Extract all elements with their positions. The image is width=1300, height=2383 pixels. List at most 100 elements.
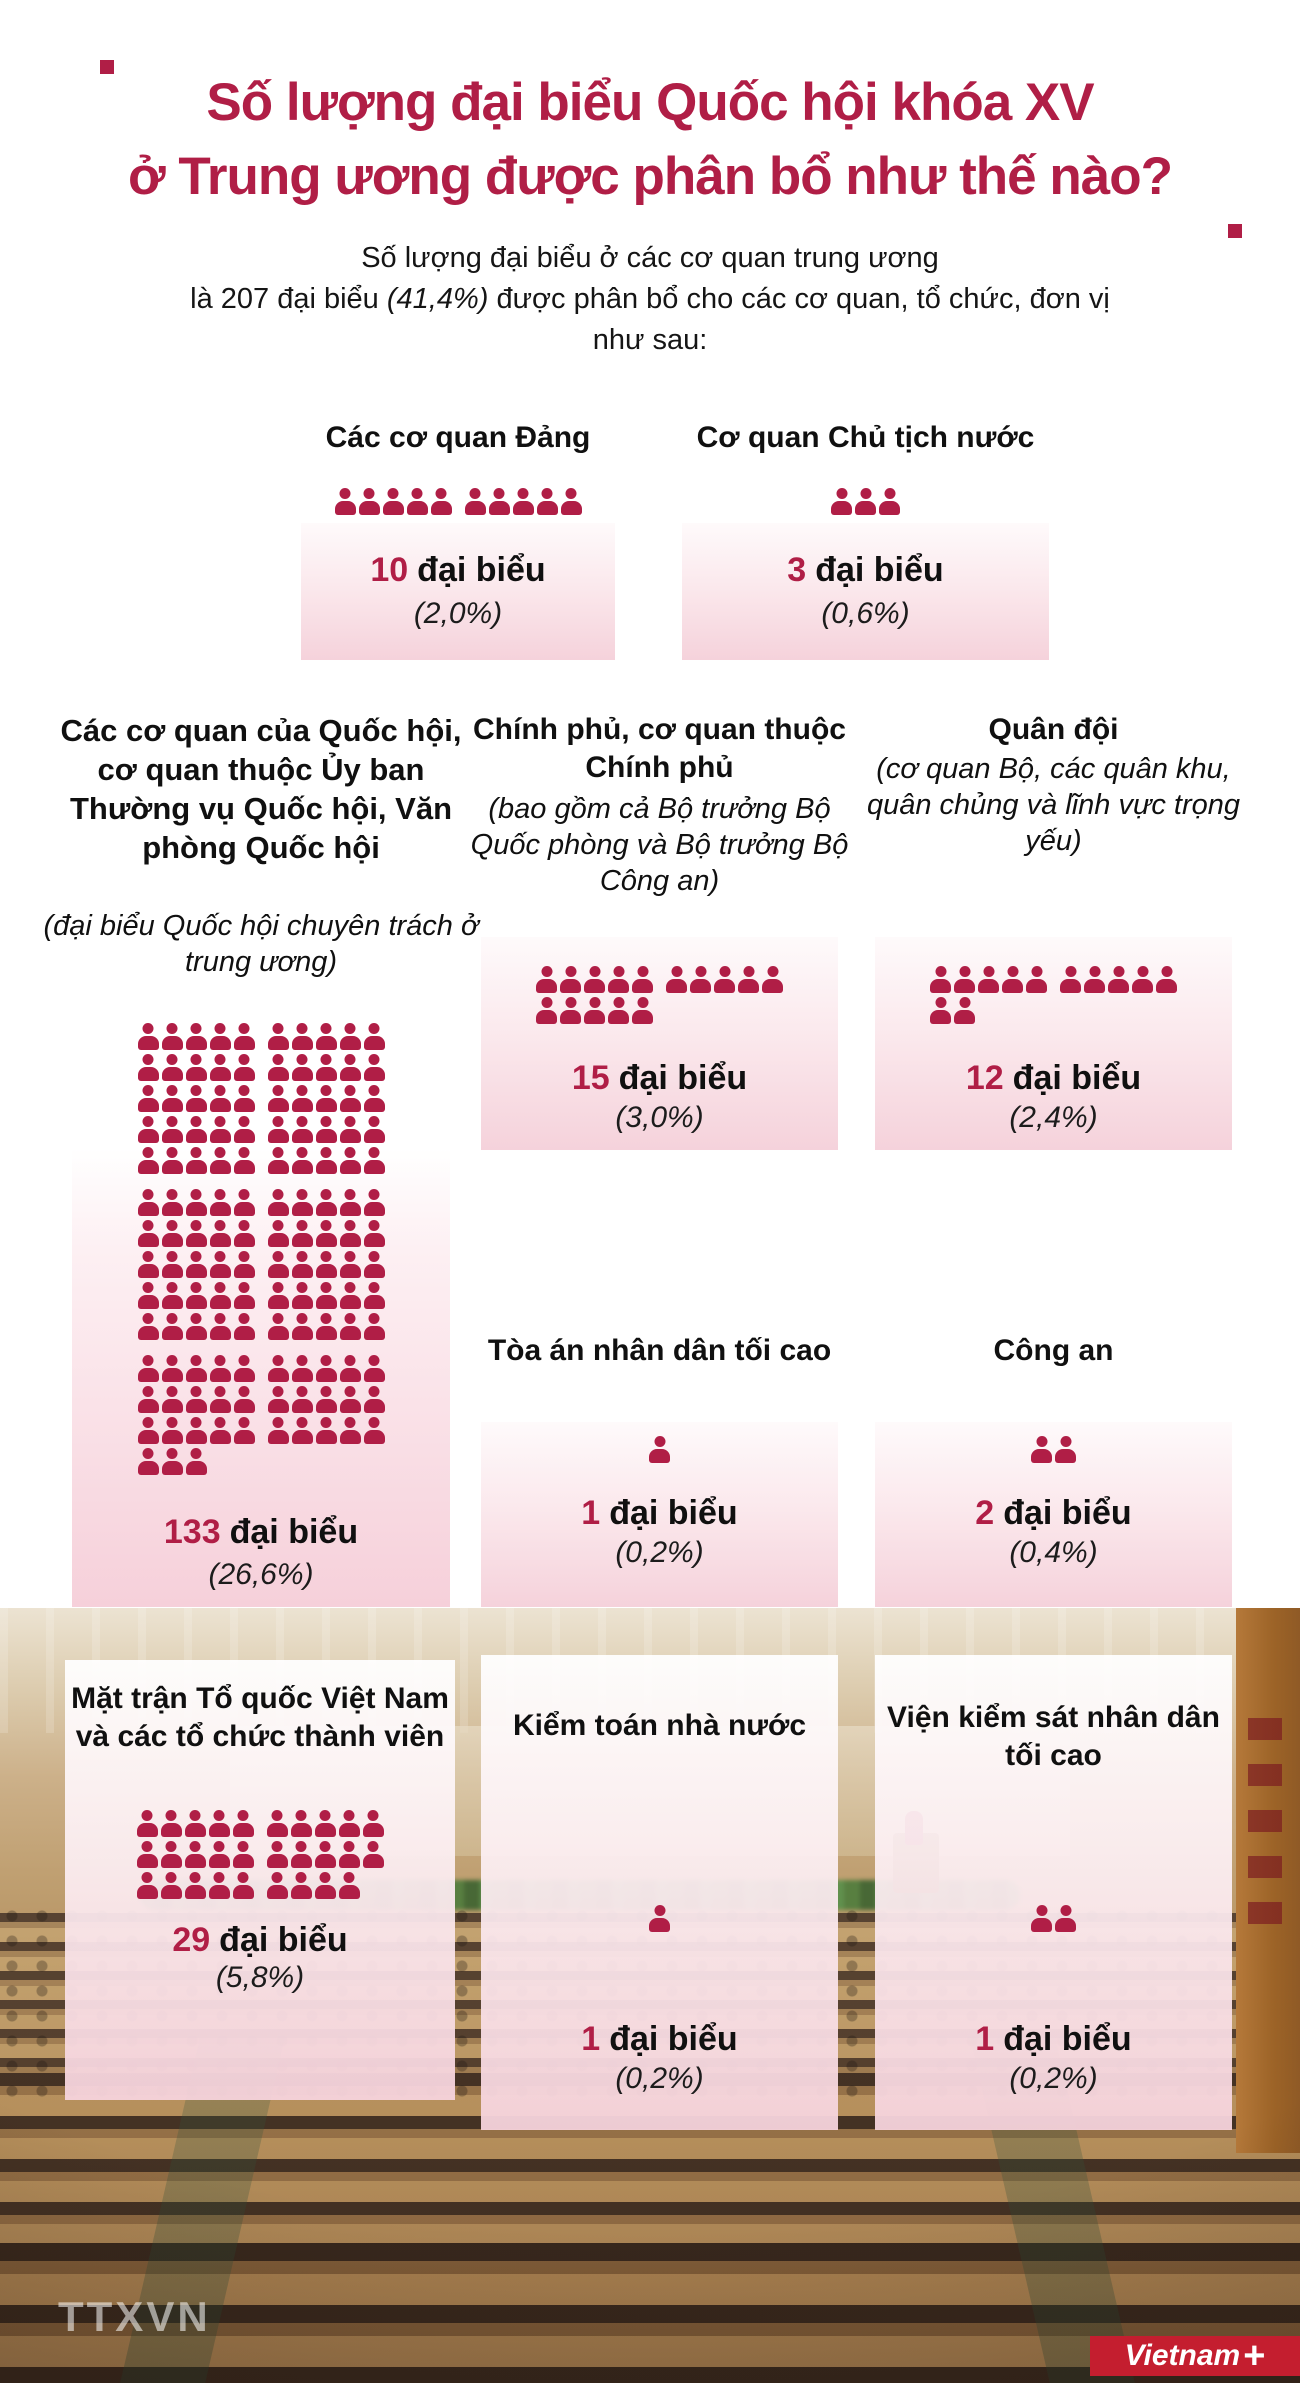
person-icon	[1132, 966, 1153, 993]
person-icon	[267, 1313, 289, 1340]
card-panel	[682, 523, 1049, 660]
pictogram-grid	[875, 1905, 1232, 1936]
person-icon	[315, 1355, 337, 1382]
person-icon	[137, 1386, 159, 1413]
delegate-percent: (0,2%)	[615, 1536, 704, 1569]
card-title: Mặt trận Tổ quốc Việt Nam và các tổ chức…	[71, 1682, 449, 1753]
card-toa-an: Tòa án nhân dân tối cao 1 đại biểu (0,2%)	[481, 1328, 838, 1607]
person-icon	[209, 1023, 231, 1050]
person-icon	[161, 1023, 183, 1050]
person-icon	[136, 1810, 158, 1837]
person-icon	[339, 1085, 361, 1112]
person-icon	[266, 1810, 288, 1837]
person-icon	[584, 997, 605, 1024]
person-icon	[714, 966, 735, 993]
person-icon	[267, 1355, 289, 1382]
person-icon	[315, 1220, 337, 1247]
count-number: 29	[172, 1921, 211, 1959]
pictogram-grid	[875, 1436, 1232, 1467]
person-icon	[267, 1054, 289, 1081]
person-icon	[584, 966, 605, 993]
card-subtitle: (cơ quan Bộ, các quân khu, quân chủng và…	[866, 753, 1241, 857]
person-icon	[233, 1054, 255, 1081]
person-icon	[137, 1313, 159, 1340]
person-icon	[363, 1220, 385, 1247]
person-icon	[315, 1251, 337, 1278]
delegate-count: 2 đại biểu	[875, 1494, 1232, 1533]
pictogram-grid	[481, 966, 838, 1028]
page-subtitle: Số lượng đại biểu ở các cơ quan trung ươ…	[0, 238, 1300, 361]
person-icon	[363, 1386, 385, 1413]
person-icon	[233, 1313, 255, 1340]
person-icon	[233, 1251, 255, 1278]
person-icon	[185, 1085, 207, 1112]
count-unit: đại biểu	[618, 1059, 748, 1097]
person-icon	[291, 1417, 313, 1444]
card-cac-co-quan-dang: Các cơ quan Đảng 10 đại biểu (2,0%)	[301, 405, 615, 660]
page-title-line2: ở Trung ương được phân bổ như thế nào?	[128, 147, 1173, 206]
person-icon	[339, 1417, 361, 1444]
card-vien-kiem-sat: Viện kiểm sát nhân dân tối cao 1 đại biểu…	[875, 1655, 1232, 2130]
person-icon	[160, 1841, 182, 1868]
person-icon	[363, 1023, 385, 1050]
person-icon	[363, 1355, 385, 1382]
delegate-percent: (0,4%)	[1009, 1536, 1098, 1569]
accent-square-right	[1228, 224, 1242, 238]
card-cac-co-quan-quoc-hoi: Các cơ quan của Quốc hội, cơ quan thuộc …	[43, 705, 479, 1607]
person-icon	[161, 1355, 183, 1382]
person-icon	[291, 1282, 313, 1309]
person-icon	[185, 1116, 207, 1143]
delegate-percent: (0,2%)	[615, 2062, 704, 2095]
accent-square-top-left	[100, 60, 114, 74]
person-icon	[233, 1189, 255, 1216]
person-icon	[315, 1116, 337, 1143]
person-icon	[338, 1841, 360, 1868]
person-icon	[209, 1189, 231, 1216]
person-icon	[209, 1085, 231, 1112]
person-icon	[137, 1189, 159, 1216]
person-icon	[406, 488, 428, 515]
person-icon	[382, 488, 404, 515]
person-icon	[161, 1147, 183, 1174]
person-icon	[137, 1355, 159, 1382]
person-icon	[632, 997, 653, 1024]
person-icon	[339, 1023, 361, 1050]
person-icon	[1026, 966, 1047, 993]
person-icon	[184, 1841, 206, 1868]
person-icon	[291, 1023, 313, 1050]
person-icon	[209, 1116, 231, 1143]
person-icon	[314, 1872, 336, 1899]
person-icon	[266, 1872, 288, 1899]
card-title: Chính phủ, cơ quan thuộc Chính phủ	[473, 713, 846, 784]
person-icon	[339, 1386, 361, 1413]
person-icon	[315, 1313, 337, 1340]
person-icon	[363, 1251, 385, 1278]
person-icon	[185, 1282, 207, 1309]
count-unit: đại biểu	[219, 1921, 348, 1959]
person-icon	[291, 1313, 313, 1340]
person-icon	[291, 1116, 313, 1143]
person-icon	[161, 1282, 183, 1309]
person-icon	[632, 966, 653, 993]
person-icon	[209, 1147, 231, 1174]
person-icon	[136, 1872, 158, 1899]
person-icon	[161, 1220, 183, 1247]
count-unit: đại biểu	[1012, 1059, 1142, 1097]
person-icon	[185, 1251, 207, 1278]
person-icon	[315, 1085, 337, 1112]
person-icon	[1031, 1905, 1052, 1932]
delegate-count: 3 đại biểu	[682, 551, 1049, 590]
person-icon	[161, 1085, 183, 1112]
person-icon	[233, 1023, 255, 1050]
person-icon	[267, 1116, 289, 1143]
pictogram-grid	[481, 1436, 838, 1467]
person-icon	[266, 1841, 288, 1868]
person-icon	[291, 1386, 313, 1413]
person-icon	[363, 1282, 385, 1309]
card-title: Tòa án nhân dân tối cao	[487, 1334, 832, 1367]
person-icon	[339, 1355, 361, 1382]
person-icon	[362, 1841, 384, 1868]
person-icon	[855, 488, 876, 515]
person-icon	[362, 1810, 384, 1837]
person-icon	[363, 1147, 385, 1174]
